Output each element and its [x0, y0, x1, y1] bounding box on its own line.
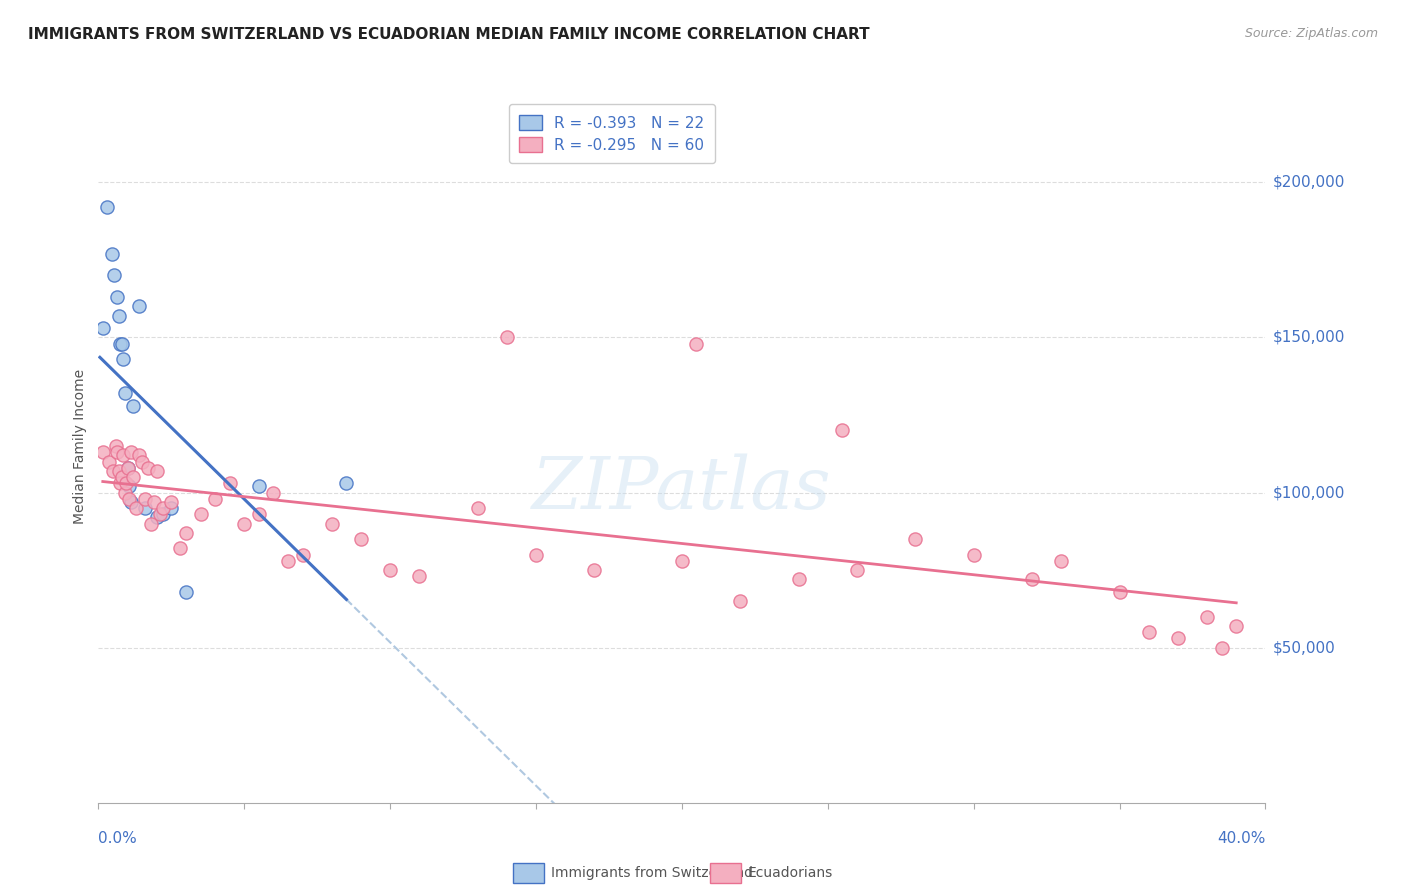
Y-axis label: Median Family Income: Median Family Income [73, 368, 87, 524]
Point [149, 508, 172, 522]
Point [247, 508, 270, 522]
Point [1211, 640, 1233, 655]
Point [118, 479, 141, 493]
Point [91, 445, 114, 459]
Point [115, 476, 138, 491]
Point [671, 554, 693, 568]
Text: $150,000: $150,000 [1272, 330, 1344, 345]
Point [685, 336, 707, 351]
Point [131, 454, 153, 468]
Point [122, 470, 145, 484]
Text: $50,000: $50,000 [1272, 640, 1336, 655]
Point [117, 460, 139, 475]
Point [160, 495, 183, 509]
Point [218, 476, 240, 491]
Text: 0.0%: 0.0% [98, 831, 138, 847]
Point [845, 563, 868, 577]
Point [91, 321, 114, 335]
Point [1108, 584, 1130, 599]
Point [120, 445, 142, 459]
Point [160, 501, 183, 516]
Point [108, 309, 131, 323]
Point [321, 516, 343, 531]
Point [152, 508, 174, 522]
Point [247, 479, 270, 493]
Point [1021, 573, 1043, 587]
Point [524, 548, 547, 562]
Point [583, 563, 606, 577]
Point [105, 445, 128, 459]
Point [112, 448, 135, 462]
Point [291, 548, 314, 562]
Point [152, 501, 174, 516]
Point [730, 594, 752, 608]
Point [831, 424, 853, 438]
Point [114, 485, 136, 500]
Point [118, 491, 141, 506]
Point [101, 464, 124, 478]
Point [169, 541, 191, 556]
Point [100, 246, 122, 260]
Point [110, 336, 132, 351]
Point [904, 532, 927, 546]
Point [1167, 632, 1189, 646]
Point [787, 573, 810, 587]
Point [110, 476, 132, 491]
Point [174, 584, 197, 599]
Point [335, 476, 357, 491]
Text: Immigrants from Switzerland: Immigrants from Switzerland [551, 866, 754, 880]
Point [146, 510, 169, 524]
Text: IMMIGRANTS FROM SWITZERLAND VS ECUADORIAN MEDIAN FAMILY INCOME CORRELATION CHART: IMMIGRANTS FROM SWITZERLAND VS ECUADORIA… [28, 27, 870, 42]
Point [142, 495, 165, 509]
Point [134, 501, 156, 516]
Point [408, 569, 430, 583]
Point [117, 460, 139, 475]
Text: ZIPatlas: ZIPatlas [531, 453, 832, 524]
Point [962, 548, 984, 562]
Point [111, 470, 134, 484]
Point [111, 336, 134, 351]
Point [125, 501, 148, 516]
Point [105, 290, 128, 304]
Text: Source: ZipAtlas.com: Source: ZipAtlas.com [1244, 27, 1378, 40]
Point [103, 268, 125, 283]
Point [114, 386, 136, 401]
Point [190, 508, 212, 522]
Legend: R = -0.393   N = 22, R = -0.295   N = 60: R = -0.393 N = 22, R = -0.295 N = 60 [509, 104, 716, 163]
Text: Ecuadorians: Ecuadorians [748, 866, 834, 880]
Point [112, 352, 135, 367]
Point [378, 563, 402, 577]
Point [204, 491, 226, 506]
Point [1195, 609, 1218, 624]
Point [467, 501, 489, 516]
Point [96, 200, 118, 214]
Point [128, 299, 150, 313]
Point [128, 448, 150, 462]
Point [120, 495, 142, 509]
Point [108, 464, 131, 478]
Point [174, 525, 197, 540]
Text: $100,000: $100,000 [1272, 485, 1344, 500]
Point [139, 516, 162, 531]
Point [1050, 554, 1073, 568]
Text: $200,000: $200,000 [1272, 175, 1344, 190]
Point [277, 554, 299, 568]
Point [104, 439, 127, 453]
Point [262, 485, 284, 500]
Text: 40.0%: 40.0% [1218, 831, 1265, 847]
Point [1225, 619, 1247, 633]
Point [1137, 625, 1160, 640]
Point [146, 464, 169, 478]
Point [122, 399, 145, 413]
Point [134, 491, 156, 506]
Point [350, 532, 373, 546]
Point [136, 460, 159, 475]
Point [233, 516, 256, 531]
Point [495, 330, 517, 344]
Point [97, 454, 120, 468]
